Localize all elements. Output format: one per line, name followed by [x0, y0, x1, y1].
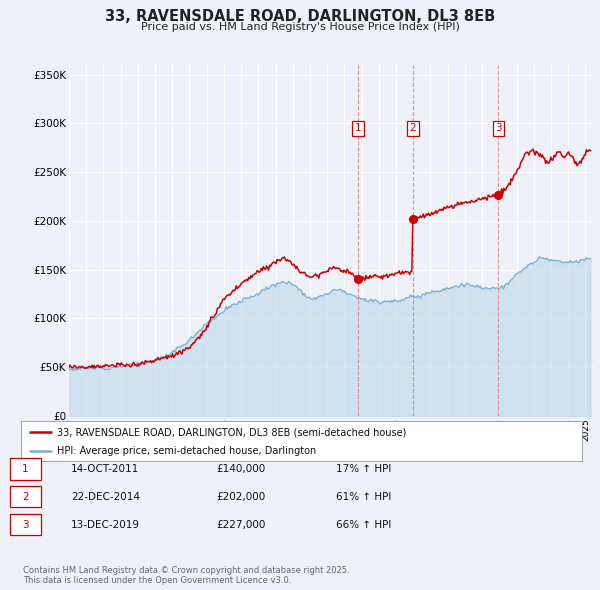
Text: 2: 2 — [22, 492, 29, 502]
Text: 1: 1 — [22, 464, 29, 474]
Text: £140,000: £140,000 — [216, 464, 265, 474]
Text: 66% ↑ HPI: 66% ↑ HPI — [336, 520, 391, 529]
Text: 3: 3 — [22, 520, 29, 529]
Text: 22-DEC-2014: 22-DEC-2014 — [71, 492, 140, 502]
Text: 2: 2 — [409, 123, 416, 133]
Text: £202,000: £202,000 — [216, 492, 265, 502]
Text: Price paid vs. HM Land Registry's House Price Index (HPI): Price paid vs. HM Land Registry's House … — [140, 22, 460, 32]
Text: HPI: Average price, semi-detached house, Darlington: HPI: Average price, semi-detached house,… — [58, 445, 317, 455]
Text: 61% ↑ HPI: 61% ↑ HPI — [336, 492, 391, 502]
Text: 3: 3 — [495, 123, 502, 133]
Text: 33, RAVENSDALE ROAD, DARLINGTON, DL3 8EB (semi-detached house): 33, RAVENSDALE ROAD, DARLINGTON, DL3 8EB… — [58, 427, 407, 437]
Text: Contains HM Land Registry data © Crown copyright and database right 2025.
This d: Contains HM Land Registry data © Crown c… — [23, 566, 349, 585]
Text: 17% ↑ HPI: 17% ↑ HPI — [336, 464, 391, 474]
Text: £227,000: £227,000 — [216, 520, 265, 529]
Text: 14-OCT-2011: 14-OCT-2011 — [71, 464, 139, 474]
Text: 1: 1 — [355, 123, 361, 133]
Text: 13-DEC-2019: 13-DEC-2019 — [71, 520, 140, 529]
Text: 33, RAVENSDALE ROAD, DARLINGTON, DL3 8EB: 33, RAVENSDALE ROAD, DARLINGTON, DL3 8EB — [105, 9, 495, 24]
